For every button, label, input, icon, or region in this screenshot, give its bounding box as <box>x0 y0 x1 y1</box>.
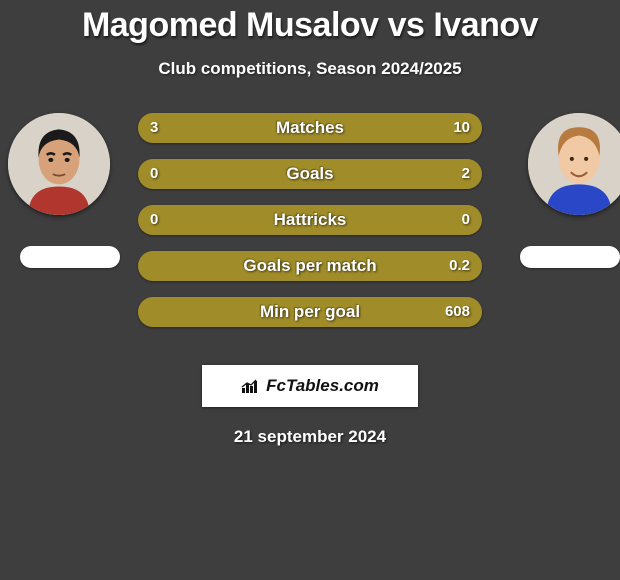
stat-seg-p2 <box>148 251 482 281</box>
player2-avatar <box>528 113 620 215</box>
stat-seg-p2 <box>310 205 482 235</box>
page-title: Magomed Musalov vs Ivanov <box>0 6 620 45</box>
stat-seg-p2 <box>148 159 482 189</box>
stat-seg-p1 <box>138 297 148 327</box>
stat-seg-p1 <box>138 113 217 143</box>
stat-seg-p2 <box>148 297 482 327</box>
player2-club-pill <box>520 246 620 268</box>
stat-track <box>138 297 482 327</box>
brand-logo-box: FcTables.com <box>202 365 418 407</box>
stat-row-goals: 0 Goals 2 <box>138 159 482 189</box>
stat-track <box>138 159 482 189</box>
footer-date: 21 september 2024 <box>0 427 620 447</box>
player1-name: Magomed Musalov <box>82 6 379 44</box>
stat-track <box>138 205 482 235</box>
brand-text: FcTables.com <box>266 376 379 396</box>
stat-track <box>138 113 482 143</box>
player1-avatar <box>8 113 110 215</box>
stat-row-goals-per-match: Goals per match 0.2 <box>138 251 482 281</box>
comparison-arena: 3 Matches 10 0 Goals 2 0 <box>0 113 620 343</box>
stat-seg-p1 <box>138 205 310 235</box>
player2-name: Ivanov <box>433 6 538 44</box>
player1-avatar-svg <box>8 113 110 215</box>
stat-track <box>138 251 482 281</box>
stat-row-hattricks: 0 Hattricks 0 <box>138 205 482 235</box>
stat-row-matches: 3 Matches 10 <box>138 113 482 143</box>
player1-club-pill <box>20 246 120 268</box>
player2-avatar-svg <box>528 113 620 215</box>
subtitle: Club competitions, Season 2024/2025 <box>0 59 620 79</box>
stats-bars: 3 Matches 10 0 Goals 2 0 <box>138 113 482 343</box>
stat-seg-p2 <box>217 113 482 143</box>
stat-seg-p1 <box>138 159 148 189</box>
vs-label: vs <box>388 6 425 44</box>
comparison-card: Magomed Musalov vs Ivanov Club competiti… <box>0 0 620 447</box>
bars-icon <box>241 378 261 394</box>
stat-seg-p1 <box>138 251 148 281</box>
stat-row-min-per-goal: Min per goal 608 <box>138 297 482 327</box>
